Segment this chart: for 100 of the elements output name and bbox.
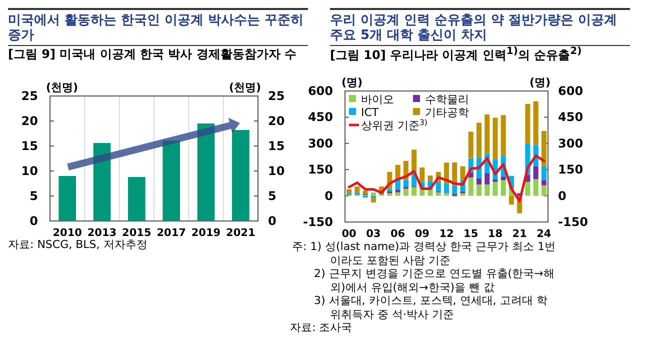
x-tick-label: 00 [342, 228, 356, 240]
text: 주: 1) 성(last name)과 경력상 한국 근무가 최소 1번이라도 포함된 사람 기준 [291, 240, 557, 267]
legend-label: 기타공학 [425, 106, 469, 119]
bar [476, 122, 482, 158]
bar [484, 184, 490, 196]
legend-label: ICT [361, 106, 379, 119]
y2-tick-label: -150 [558, 215, 588, 229]
bar [403, 180, 408, 188]
bar [162, 140, 180, 221]
x-tick-label: 18 [488, 228, 503, 240]
y2-tick-label: 0 [268, 214, 276, 228]
chart-subtitle: [그림 9] 미국내 이공계 한국 박사 경제활동참가자 수 [8, 46, 297, 63]
bar [420, 188, 425, 196]
x-tick-label: 2021 [226, 227, 256, 239]
bar [428, 176, 433, 181]
legend-label: 바이오 [361, 93, 394, 106]
text: 2) 근무지 변경을 기준으로 연도별 유출(한국→해외)에서 유입(해외→한국)을 뺀 값 [313, 267, 556, 294]
x-tick-label: 15 [464, 228, 478, 240]
y-tick-label: 10 [21, 164, 38, 178]
bar [500, 176, 506, 180]
y-tick-label: 150 [308, 162, 333, 177]
bar [354, 186, 360, 192]
bar [484, 173, 490, 184]
bar [395, 190, 400, 192]
bar [436, 192, 441, 196]
bar [468, 132, 474, 158]
y2-tick-label: 15 [268, 139, 285, 153]
bar [525, 104, 530, 144]
y2-tick-label: 300 [558, 136, 584, 150]
legend-label: 수학물리 [425, 93, 469, 106]
y2-tick-label: 450 [558, 110, 584, 124]
y2-tick-label: 10 [268, 164, 285, 178]
bar [492, 118, 498, 160]
bar [387, 193, 392, 196]
bar [500, 115, 506, 156]
bar [525, 182, 530, 196]
y-tick-label: 20 [21, 114, 38, 128]
bar [484, 114, 490, 154]
text: 자료: NSCG, BLS, 저자추정 [8, 238, 148, 251]
bar [476, 178, 482, 184]
x-tick-label: 09 [414, 228, 430, 240]
bar [395, 164, 400, 180]
bar [346, 189, 352, 194]
bar [412, 187, 417, 196]
bar [476, 184, 482, 196]
chart-subtitle: [그림 10] 우리나라 이공계 인력$^{1)}$의 순유출$^{2)}$ [330, 46, 582, 64]
chart-title: 미국에서 활동하는 한국인 이공계 박사수는 꾸준히 증가 [8, 8, 308, 46]
bar [460, 166, 466, 180]
y-tick-label: -150 [302, 215, 333, 229]
x-tick-label: 12 [439, 228, 454, 240]
x-tick-label: 21 [512, 228, 527, 240]
y2-tick-label: 150 [558, 162, 584, 177]
bar [452, 185, 458, 194]
bar [395, 192, 400, 196]
bar [541, 185, 546, 196]
chart-title: 우리 이공계 인력 순유출의 약 절반가량은 이공계 주요 5개 대학 출신이 차지 [330, 8, 630, 46]
x-tick-label: 2010 [52, 227, 82, 239]
x-tick-label: 2015 [122, 227, 152, 239]
bar [428, 190, 433, 196]
y2-tick-label: 5 [268, 189, 276, 203]
y-tick-label: 0 [324, 188, 333, 203]
bar [541, 131, 546, 166]
y-axis-title: (명) [341, 76, 363, 89]
bar [460, 193, 466, 196]
bar [420, 168, 425, 182]
bar [403, 188, 408, 196]
bar [232, 130, 250, 221]
x-tick-label: 06 [390, 228, 406, 240]
y2-axis-title: (명) [529, 76, 551, 89]
y-axis-title: (천명) [46, 81, 78, 94]
bar [370, 192, 376, 196]
y2-tick-label: 0 [558, 188, 566, 203]
bar [492, 182, 498, 196]
y2-tick-label: 25 [268, 89, 285, 103]
bar [533, 101, 538, 146]
x-tick-label: 2017 [156, 227, 186, 239]
bar [387, 188, 392, 192]
y-tick-label: 15 [21, 139, 38, 153]
bar [58, 176, 76, 221]
x-tick-label: 24 [536, 228, 552, 240]
bar [197, 124, 215, 221]
bar [541, 166, 546, 180]
x-tick-label: 03 [366, 228, 381, 240]
y-tick-label: 600 [308, 84, 333, 98]
legend-label: 상위권 기준$^{3)}$ [361, 118, 428, 132]
bar [492, 179, 498, 182]
bar [468, 177, 474, 196]
x-tick-label: 2013 [87, 227, 117, 239]
y2-tick-label: 600 [558, 84, 584, 98]
line-series [348, 154, 546, 202]
text: 자료: 조사국 [290, 321, 354, 334]
bar [370, 198, 376, 202]
bar [354, 192, 360, 195]
y-tick-label: 300 [308, 136, 333, 150]
x-tick-label: 2019 [191, 227, 221, 239]
y2-axis-title: (천명) [228, 81, 262, 94]
text: 3) 서울대, 카이스트, 포스텍, 연세대, 고려대 학위취득자 중 석·박사 기준 [313, 294, 548, 321]
bar [444, 184, 450, 194]
y-tick-label: 450 [308, 110, 333, 124]
y-tick-label: 25 [21, 89, 38, 103]
